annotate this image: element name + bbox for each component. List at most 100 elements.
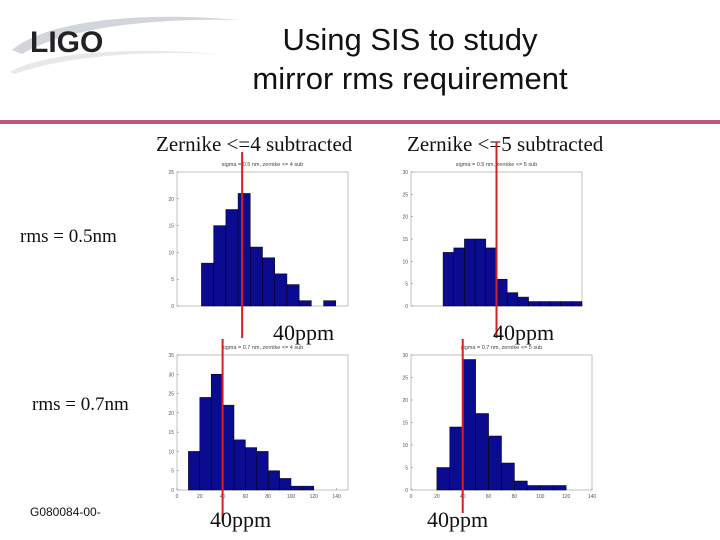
histogram-bar	[262, 257, 275, 307]
histogram-bar	[475, 413, 489, 491]
histogram-bar	[201, 262, 214, 307]
histogram-bar	[528, 301, 540, 307]
y-tick-label: 30	[402, 353, 408, 359]
histogram-bar	[517, 296, 529, 307]
histogram-bar	[552, 485, 567, 491]
x-tick-label: 0	[176, 494, 179, 500]
ligo-logo: LIGO	[10, 14, 240, 74]
y-tick-label: 20	[402, 215, 408, 221]
document-id: G080084-00-	[30, 505, 101, 519]
histogram-bar	[527, 485, 541, 491]
title-divider	[0, 120, 720, 124]
y-tick-label: 15	[168, 224, 174, 230]
x-tick-label: 20	[434, 494, 440, 500]
y-tick-label: 0	[405, 304, 408, 310]
swoosh-shape-lower	[10, 50, 220, 74]
marker-label-top-right: 40ppm	[493, 320, 555, 345]
marker-label-bottom-left: 40ppm	[210, 507, 272, 532]
histogram-bar	[540, 485, 554, 491]
histogram-bar	[286, 284, 300, 307]
histogram-bar	[539, 301, 551, 307]
histogram-bar	[267, 470, 280, 491]
y-tick-label: 25	[168, 170, 174, 176]
x-tick-label: 100	[536, 494, 545, 500]
y-tick-label: 10	[168, 250, 174, 256]
y-tick-label: 25	[402, 192, 408, 198]
histogram-bar	[222, 404, 235, 491]
histogram-bar	[449, 426, 463, 491]
y-tick-label: 5	[405, 282, 408, 288]
plot-title: sigma = 0.7 nm, zernike <= 5 sub	[461, 345, 542, 351]
histogram-bar	[199, 397, 212, 491]
logo-swoosh-icon: LIGO	[10, 16, 238, 74]
histogram-bar	[453, 247, 465, 307]
histogram-bar	[237, 193, 251, 307]
histogram-bar	[188, 451, 201, 491]
x-tick-label: 0	[410, 494, 413, 500]
y-tick-label: 5	[405, 466, 408, 472]
x-tick-label: 140	[332, 494, 341, 500]
histogram-bar	[290, 485, 303, 491]
histogram-bar	[274, 273, 288, 307]
y-tick-label: 5	[171, 469, 174, 475]
y-tick-label: 10	[168, 449, 174, 455]
x-tick-label: 100	[287, 494, 296, 500]
histogram-bar	[298, 300, 312, 307]
histogram-bar	[501, 462, 515, 491]
title-line-1: Using SIS to study	[282, 22, 538, 57]
marker-label-top-left: 40ppm	[273, 320, 335, 345]
histogram-bar	[560, 301, 572, 307]
y-tick-label: 0	[171, 488, 174, 494]
histogram-bar	[549, 301, 561, 307]
x-tick-label: 80	[265, 494, 271, 500]
plot-title: sigma = 0.7 nm, zernike <= 4 sub	[222, 345, 303, 351]
histogram-bar	[323, 300, 337, 307]
x-tick-label: 20	[197, 494, 203, 500]
x-tick-label: 120	[562, 494, 571, 500]
y-tick-label: 20	[168, 197, 174, 203]
x-tick-label: 120	[310, 494, 319, 500]
histogram-bar	[225, 209, 239, 307]
x-tick-label: 60	[486, 494, 492, 500]
x-tick-label: 140	[588, 494, 597, 500]
column-header-right: Zernike <=5 subtracted	[407, 132, 604, 156]
y-tick-label: 10	[402, 259, 408, 265]
title-line-2: mirror rms requirement	[252, 61, 568, 96]
y-tick-label: 35	[168, 353, 174, 359]
row-label-top: rms = 0.5nm	[20, 226, 117, 247]
histogram-bar	[506, 292, 519, 307]
histogram-bar	[279, 478, 292, 491]
histogram-bar	[442, 252, 454, 307]
y-tick-label: 15	[402, 421, 408, 427]
y-tick-label: 30	[168, 372, 174, 378]
y-tick-label: 20	[402, 398, 408, 404]
histogram-bar	[485, 247, 497, 307]
histogram-bottom-left: sigma = 0.7 nm, zernike <= 4 sub 0 5 10 15 20…	[163, 339, 363, 521]
y-tick-label: 25	[402, 376, 408, 382]
histogram-top-right: sigma = 0.5 nm, zernike <= 5 sub 0 5 10 15 20…	[397, 142, 597, 338]
slide-title: Using SIS to study mirror rms requiremen…	[200, 20, 620, 98]
y-tick-label: 30	[402, 170, 408, 176]
y-tick-label: 0	[405, 488, 408, 494]
histogram-bar	[233, 439, 246, 491]
histogram-bottom-right: sigma = 0.7 nm, zernike <= 5 sub 0 5 10 15 20…	[397, 339, 607, 513]
histogram-bar	[256, 451, 269, 491]
y-tick-label: 15	[168, 430, 174, 436]
x-tick-label: 80	[512, 494, 518, 500]
histogram-bar	[464, 238, 476, 307]
plot-title: sigma = 0.5 nm, zernike <= 4 sub	[222, 162, 303, 168]
histogram-bar	[436, 467, 451, 491]
y-tick-label: 5	[171, 277, 174, 283]
y-tick-label: 10	[402, 443, 408, 449]
histogram-bar	[488, 435, 502, 491]
histogram-bar	[496, 278, 508, 307]
x-tick-label: 60	[243, 494, 249, 500]
y-tick-label: 15	[402, 237, 408, 243]
y-tick-label: 20	[168, 411, 174, 417]
histogram-bar	[474, 238, 487, 307]
column-header-left: Zernike <=4 subtracted	[156, 132, 353, 156]
histogram-bar	[213, 225, 227, 307]
histogram-bar	[250, 246, 263, 307]
marker-label-bottom-right: 40ppm	[427, 507, 489, 532]
histogram-top-left: sigma = 0.5 nm, zernike <= 4 sub 0 5 10 15 20…	[163, 152, 363, 338]
